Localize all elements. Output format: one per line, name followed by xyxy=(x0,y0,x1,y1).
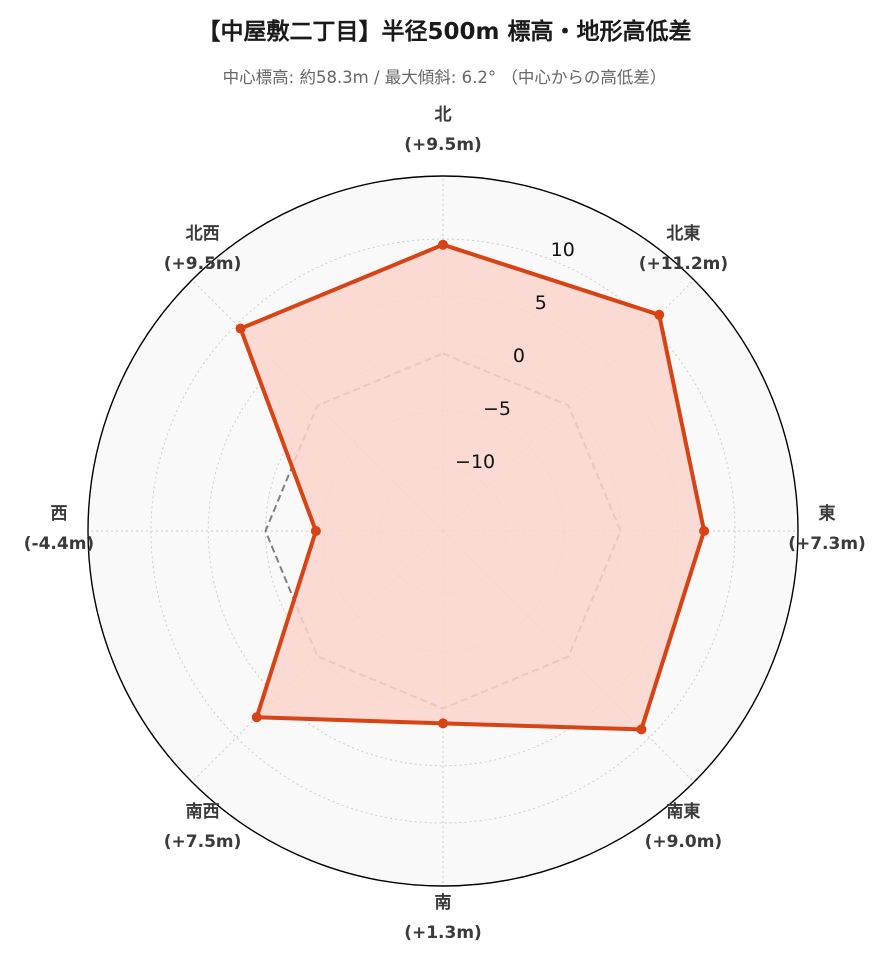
data-point xyxy=(654,309,665,320)
chart-subtitle: 中心標高: 約58.3m / 最大傾斜: 6.2° （中心からの高低差） xyxy=(222,68,667,87)
direction-label-value: (+11.2m) xyxy=(639,254,728,274)
data-point xyxy=(235,323,246,334)
direction-labels: 北 (+9.5m) 北東 (+11.2m) 東 (+7.3m) 南東 (+9.0m) 南 (+1.… xyxy=(24,105,866,943)
direction-label-name: 南西 xyxy=(186,801,220,822)
data-point xyxy=(438,239,448,250)
data-point xyxy=(636,724,647,735)
direction-label-name: 南 xyxy=(435,892,452,913)
grid-spoke xyxy=(442,530,695,783)
direction-label-value: (+9.5m) xyxy=(164,254,242,274)
direction-label-value: (+7.3m) xyxy=(788,534,866,554)
radial-tick-label: 0 xyxy=(513,345,525,367)
direction-label-value: (+9.5m) xyxy=(404,135,482,155)
direction-label-name: 東 xyxy=(819,503,836,524)
direction-label-name: 北西 xyxy=(186,224,220,244)
direction-label-name: 北 xyxy=(435,105,452,125)
direction-label-name: 西 xyxy=(51,504,68,524)
radial-tick-label: 5 xyxy=(535,292,547,314)
grid-spoke xyxy=(191,279,444,532)
direction-label-value: (+1.3m) xyxy=(404,923,482,943)
radial-tick-labels: −10 −5 0 5 10 xyxy=(455,239,575,473)
data-point xyxy=(310,526,321,536)
radial-tick-label: −5 xyxy=(483,398,511,420)
data-point xyxy=(251,712,262,723)
series-area xyxy=(240,244,705,730)
radial-tick-label: −10 xyxy=(455,451,495,473)
radial-tick-label: 10 xyxy=(551,239,575,261)
data-point xyxy=(438,718,448,729)
direction-label-value: (+9.0m) xyxy=(645,832,723,852)
data-point xyxy=(699,526,710,536)
direction-label-name: 南東 xyxy=(666,801,700,822)
chart-title: 【中屋敷二丁目】半径500m 標高・地形高低差 xyxy=(197,19,692,45)
grid-circle xyxy=(150,238,736,824)
direction-label-name: 北東 xyxy=(666,223,700,244)
direction-label-value: (-4.4m) xyxy=(24,534,94,554)
series-layer xyxy=(235,239,710,735)
outer-circle xyxy=(87,175,799,887)
grid-spoke xyxy=(191,530,444,783)
direction-label-value: (+7.5m) xyxy=(164,832,242,852)
